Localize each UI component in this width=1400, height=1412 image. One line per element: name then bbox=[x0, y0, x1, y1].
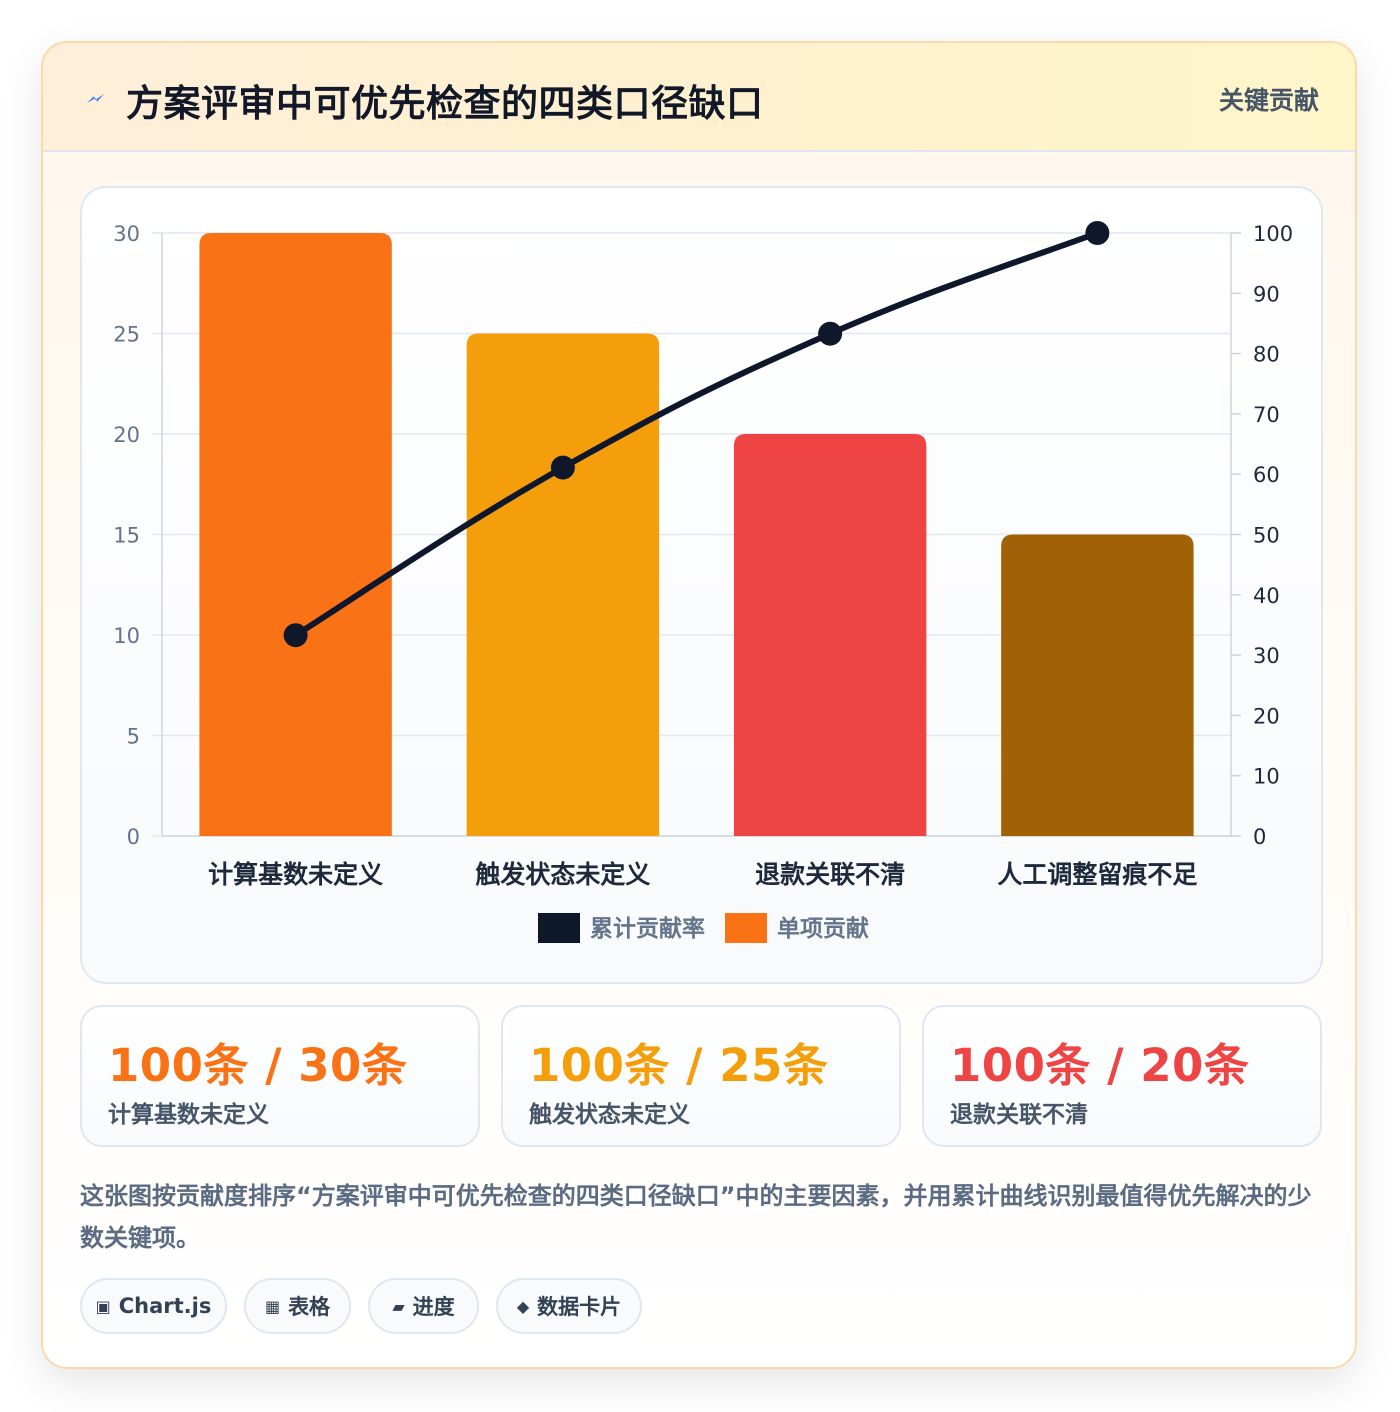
y-right-tick-label: 60 bbox=[1253, 463, 1280, 487]
y-right-tick-label: 40 bbox=[1253, 584, 1280, 608]
y-left-tick-label: 20 bbox=[113, 423, 140, 447]
bar bbox=[733, 434, 927, 836]
legend-label: 单项贡献 bbox=[777, 916, 869, 942]
x-tick-label: 退款关联不清 bbox=[755, 860, 905, 889]
y-left-tick-label: 30 bbox=[113, 222, 140, 246]
y-left-tick-label: 10 bbox=[113, 624, 140, 648]
cumulative-point bbox=[283, 623, 308, 648]
y-left-tick-label: 15 bbox=[113, 524, 140, 548]
stat-value: 100条 / 20条 bbox=[950, 1039, 1250, 1092]
tag-label: Chart.js bbox=[118, 1294, 212, 1318]
y-right-tick-label: 20 bbox=[1253, 704, 1280, 728]
stat-label: 触发状态未定义 bbox=[529, 1102, 690, 1128]
cumulative-point bbox=[818, 321, 843, 346]
pareto-card: 方案评审中可优先检查的四类口径缺口 关键贡献 0 5 10 15 20 25 30 0 10 20… bbox=[41, 41, 1357, 1369]
legend-swatch bbox=[725, 913, 767, 943]
bar bbox=[199, 233, 392, 836]
card-header: 方案评审中可优先检查的四类口径缺口 关键贡献 bbox=[43, 43, 1355, 152]
stat-card-1: 100条 / 30条 计算基数未定义 bbox=[80, 1005, 480, 1147]
x-tick-label: 计算基数未定义 bbox=[208, 860, 383, 889]
chart-description: 这张图按贡献度排序“方案评审中可优先检查的四类口径缺口”中的主要因素，并用累计曲… bbox=[80, 1182, 1312, 1252]
tag-label: 数据卡片 bbox=[537, 1295, 622, 1319]
bar bbox=[1001, 534, 1194, 836]
stat-card-2: 100条 / 25条 触发状态未定义 bbox=[501, 1005, 901, 1147]
y-right-tick-label: 70 bbox=[1253, 403, 1280, 427]
y-right-tick-label: 10 bbox=[1253, 765, 1280, 789]
x-tick-label: 人工调整留痕不足 bbox=[997, 860, 1197, 889]
table-icon: ▦ bbox=[264, 1296, 281, 1316]
legend-label: 累计贡献率 bbox=[590, 915, 705, 942]
tag-label: 表格 bbox=[288, 1295, 331, 1319]
y-left-tick-label: 25 bbox=[113, 323, 140, 347]
stat-value: 100条 / 25条 bbox=[529, 1039, 829, 1092]
lightning-icon bbox=[87, 94, 104, 103]
stat-card-3: 100条 / 20条 退款关联不清 bbox=[922, 1005, 1322, 1147]
progress-icon: ▰ bbox=[392, 1296, 405, 1316]
y-right-tick-label: 0 bbox=[1253, 825, 1266, 849]
tag-table[interactable]: ▦ 表格 bbox=[244, 1278, 351, 1334]
cumulative-line bbox=[292, 230, 1101, 639]
tag-label: 进度 bbox=[412, 1295, 455, 1319]
stat-value: 100条 / 30条 bbox=[108, 1039, 408, 1092]
page-title: 方案评审中可优先检查的四类口径缺口 bbox=[126, 82, 764, 125]
tag-data-card[interactable]: ◆ 数据卡片 bbox=[496, 1278, 642, 1334]
cumulative-point bbox=[1085, 221, 1110, 245]
legend-swatch bbox=[538, 913, 580, 943]
stat-label: 退款关联不清 bbox=[950, 1102, 1088, 1128]
y-left-tick-label: 0 bbox=[127, 825, 140, 849]
y-right-tick-label: 90 bbox=[1253, 282, 1280, 306]
chart-panel: 0 5 10 15 20 25 30 0 10 20 30 40 50 60 70 80 90 100 计算基数未定… bbox=[80, 186, 1323, 984]
y-right-tick-label: 80 bbox=[1253, 343, 1280, 367]
x-tick-label: 触发状态未定义 bbox=[475, 860, 650, 889]
cumulative-point bbox=[550, 455, 575, 480]
y-right-tick-label: 50 bbox=[1253, 524, 1280, 548]
y-left-tick-label: 5 bbox=[127, 725, 140, 749]
y-right-tick-label: 100 bbox=[1253, 222, 1293, 246]
chart-icon: ▣ bbox=[95, 1296, 111, 1316]
tag-progress[interactable]: ▰ 进度 bbox=[368, 1278, 479, 1334]
data-card-icon: ◆ bbox=[516, 1296, 530, 1316]
y-right-tick-label: 30 bbox=[1253, 644, 1280, 668]
bar bbox=[466, 333, 660, 836]
tag-chartjs[interactable]: ▣ Chart.js bbox=[80, 1278, 227, 1334]
stat-label: 计算基数未定义 bbox=[108, 1102, 269, 1128]
pareto-chart: 0 5 10 15 20 25 30 0 10 20 30 40 50 60 70 80 90 100 计算基数未定… bbox=[113, 221, 1293, 943]
key-contribution-badge: 关键贡献 bbox=[1218, 86, 1319, 115]
